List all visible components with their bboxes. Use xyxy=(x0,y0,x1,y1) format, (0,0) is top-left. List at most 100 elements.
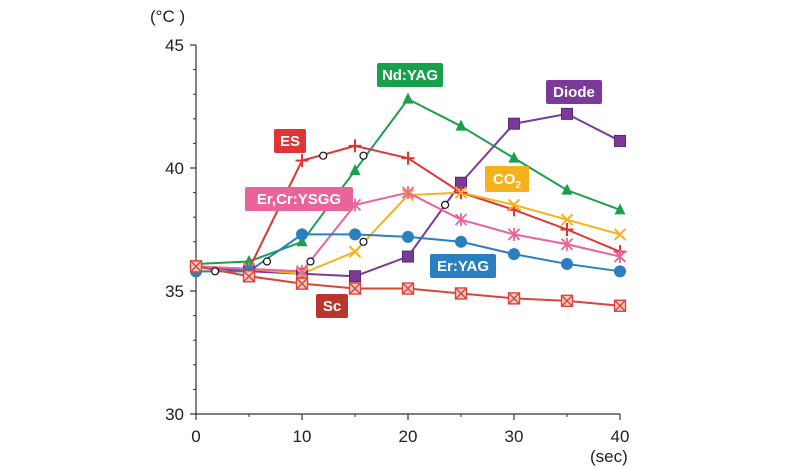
point-nd-yag-marker xyxy=(349,163,361,175)
point-er-yag-marker xyxy=(614,265,626,278)
point-sc-box-x-b xyxy=(243,270,255,283)
point-co2-marker xyxy=(454,186,468,199)
point-co2-x-b xyxy=(454,186,468,199)
point-er-yag-marker xyxy=(455,235,467,248)
series-label-sc: Sc xyxy=(316,294,348,318)
open-circle-point xyxy=(359,237,368,246)
series-label-subscript: 2 xyxy=(515,180,521,191)
point-diode-square xyxy=(402,250,414,263)
open-circle-point xyxy=(262,257,272,266)
point-co2-marker xyxy=(560,213,574,226)
series-label-text: Diode xyxy=(553,84,595,101)
point-es-marker xyxy=(348,139,362,153)
point-er-yag-circle xyxy=(402,230,414,243)
point-nd-yag-marker xyxy=(614,203,626,215)
x-tick-label: 0 xyxy=(191,427,200,446)
point-sc-box-x-b xyxy=(296,277,308,290)
series-label-text: ES xyxy=(280,133,300,150)
series-label-box xyxy=(377,63,443,87)
y-tick-label: 45 xyxy=(165,36,184,55)
point-er-yag-marker xyxy=(402,230,414,243)
series-label-main: Er,Cr:YSGG xyxy=(257,191,341,208)
series-label-box xyxy=(316,294,348,318)
point-diode-marker xyxy=(614,134,626,147)
open-circle-point xyxy=(210,267,220,276)
point-sc-marker xyxy=(189,260,203,273)
point-er-cr-ysgg-marker xyxy=(560,237,574,251)
series-label-main: ES xyxy=(280,133,300,150)
series-label-box xyxy=(245,187,353,211)
series-labels: Nd:YAG Diode ES CO2 Er,Cr:YSGG Er:YAG Sc xyxy=(245,63,602,318)
series-label-co2: CO2 xyxy=(485,166,529,192)
point-sc-box-x-b xyxy=(349,282,361,295)
point-es-marker xyxy=(401,151,415,165)
point-er-yag-marker xyxy=(296,228,308,241)
series-label-main: Er:YAG xyxy=(437,258,489,275)
series-label-nd-yag: Nd:YAG xyxy=(377,63,443,87)
point-er-cr-ysgg-marker xyxy=(454,213,468,227)
y-tick-label: 30 xyxy=(165,405,184,424)
point-co2-x-b xyxy=(613,228,627,241)
point-diode-square xyxy=(614,134,626,147)
point-diode-marker xyxy=(349,270,361,283)
point-sc-box-x-b xyxy=(402,282,414,295)
series-label-er-cr-ysgg: Er,Cr:YSGG xyxy=(245,187,353,211)
point-nd-yag-marker xyxy=(402,92,414,104)
point-er-yag-marker xyxy=(349,228,361,241)
series-label-main: Nd:YAG xyxy=(382,67,438,84)
point-sc-marker xyxy=(348,282,362,295)
point-sc-box-x-b xyxy=(508,292,520,305)
point-er-yag-circle xyxy=(508,248,520,261)
point-er-yag-circle xyxy=(455,235,467,248)
series-label-main: CO xyxy=(493,171,516,188)
series-label-box xyxy=(274,129,306,153)
point-sc-marker xyxy=(242,270,256,283)
point-co2-marker xyxy=(613,228,627,241)
point-nd-yag-marker xyxy=(243,254,255,266)
open-circle-point xyxy=(359,151,368,160)
point-nd-yag-marker xyxy=(561,183,573,195)
point-nd-yag-triangle xyxy=(455,119,467,131)
point-er-yag-circle xyxy=(349,228,361,241)
open-circle-point xyxy=(441,200,450,209)
open-circle-annotations xyxy=(210,151,450,276)
open-circle-point xyxy=(319,151,328,160)
point-nd-yag-triangle xyxy=(402,92,414,104)
point-es-marker xyxy=(560,223,574,236)
point-er-yag-circle xyxy=(561,257,573,270)
point-nd-yag-triangle xyxy=(561,183,573,195)
point-sc-box-x-b xyxy=(561,294,573,307)
x-tick-label: 40 xyxy=(611,427,630,446)
point-diode-marker xyxy=(402,250,414,263)
y-tick-label: 40 xyxy=(165,159,184,178)
x-tick-label: 30 xyxy=(505,427,524,446)
point-diode-square xyxy=(349,270,361,283)
y-tick-label: 35 xyxy=(165,282,184,301)
point-sc-marker xyxy=(613,299,627,312)
series-label-text: Er,Cr:YSGG xyxy=(257,191,341,208)
point-nd-yag-marker xyxy=(455,119,467,131)
point-er-cr-ysgg-marker xyxy=(295,264,309,278)
series-label-main: Diode xyxy=(553,84,595,101)
point-nd-yag-marker xyxy=(508,151,520,163)
point-co2-x-b xyxy=(348,245,362,258)
point-er-yag-marker xyxy=(561,257,573,270)
point-nd-yag-triangle xyxy=(243,254,255,266)
x-tick-label: 10 xyxy=(293,427,312,446)
series-label-er-yag: Er:YAG xyxy=(430,254,496,278)
point-co2-marker xyxy=(348,245,362,258)
point-es-marker xyxy=(295,154,309,168)
series-label-box xyxy=(485,166,529,192)
point-er-cr-ysgg-marker xyxy=(613,250,627,264)
point-diode-square xyxy=(508,117,520,130)
point-nd-yag-triangle xyxy=(296,235,308,247)
point-sc-marker xyxy=(295,277,309,290)
point-nd-yag-marker xyxy=(296,235,308,247)
point-nd-yag-triangle xyxy=(614,203,626,215)
point-diode-marker xyxy=(508,117,520,130)
series-label-text: Er:YAG xyxy=(437,258,489,275)
open-circle-point xyxy=(306,257,315,266)
point-co2-marker xyxy=(507,198,521,212)
point-sc-marker xyxy=(454,287,468,300)
series-label-text: CO2 xyxy=(493,171,522,191)
